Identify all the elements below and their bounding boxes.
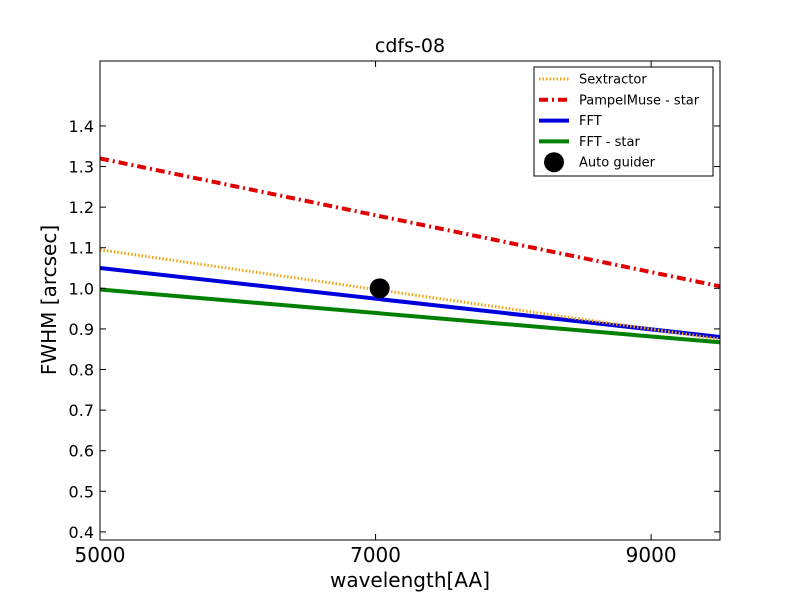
y-tick-label: 0.4	[69, 523, 94, 542]
legend-label-sextractor: Sextractor	[579, 73, 647, 88]
series-fft-star-line	[100, 287, 720, 345]
series-sextractor-line	[100, 248, 720, 341]
legend-swatch-auto-guider	[544, 152, 564, 173]
y-tick-label: 0.7	[69, 401, 94, 420]
y-tick-label: 1.3	[69, 158, 94, 177]
legend-label-fft-star: FFT - star	[579, 135, 640, 150]
legend-label-fft: FFT	[579, 114, 602, 129]
x-tick-label: 5000	[75, 543, 126, 567]
y-tick-label: 0.8	[69, 361, 94, 380]
legend-label-auto-guider: Auto guider	[579, 156, 656, 171]
series-pampelmuse-star-line	[100, 156, 720, 289]
chart-title: cdfs-08	[375, 35, 445, 57]
x-tick-label: 9000	[626, 543, 677, 567]
y-tick-label: 1.1	[69, 239, 94, 258]
x-axis-label: wavelength[AA]	[330, 568, 490, 592]
y-tick-label: 0.9	[69, 320, 94, 339]
x-tick-label: 7000	[350, 543, 401, 567]
legend-label-pampelmuse-star: PampelMuse - star	[579, 93, 700, 108]
plot-frame	[99, 60, 721, 541]
y-tick-label: 1.0	[69, 279, 94, 298]
y-tick-label: 0.6	[69, 442, 94, 461]
legend: Sextractor PampelMuse - star FFT FFT - star…	[533, 66, 714, 177]
y-tick-label: 1.2	[69, 198, 94, 217]
y-axis-label: FWHM [arcsec]	[37, 225, 61, 375]
series-auto-guider-point	[369, 278, 390, 299]
y-tick-label: 0.5	[69, 482, 94, 501]
y-tick-label: 1.4	[69, 117, 94, 136]
